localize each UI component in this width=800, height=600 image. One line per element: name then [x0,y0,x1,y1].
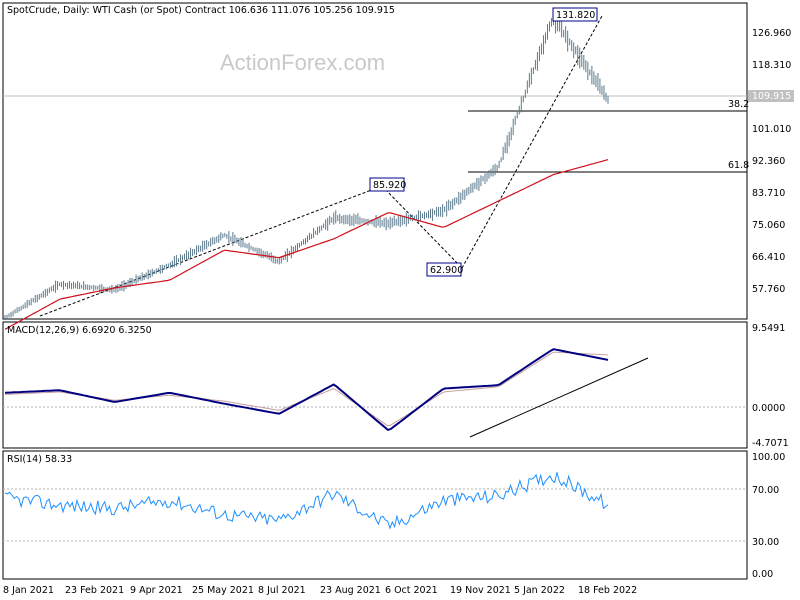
macd-tick: 9.5491 [752,323,785,334]
price-bars [4,7,609,321]
macd-tick: 0.0000 [752,403,785,414]
price-tick: 126.960 [752,28,791,39]
x-axis: 8 Jan 2021 23 Feb 2021 9 Apr 2021 25 May… [3,585,637,596]
price-tick: 57.760 [752,284,785,295]
annotation-box-high [552,7,598,22]
macd-panel-frame [2,321,748,449]
price-tick: 66.410 [752,252,785,263]
x-tick: 23 Feb 2021 [65,585,124,596]
rsi-tick: 70.00 [752,485,779,496]
annotation-swing-low: 62.900 [430,265,463,276]
price-y-axis: 126.960 118.310 101.010 92.360 83.710 75… [752,28,791,295]
watermark: ActionForex.com [220,50,385,75]
rsi-tick: 0.00 [752,569,773,580]
macd-header: MACD(12,26,9) 6.6920 6.3250 [7,325,152,336]
price-tick: 75.060 [752,220,785,231]
price-panel-frame [2,2,748,320]
macd-tick: -4.7071 [752,438,789,449]
x-tick: 5 Jan 2022 [514,585,565,596]
x-tick: 8 Jan 2021 [3,585,54,596]
macd-signal-line [4,351,609,427]
rsi-header: RSI(14) 58.33 [7,454,72,465]
price-tick: 101.010 [752,124,791,135]
price-header: SpotCrude, Daily: WTI Cash (or Spot) Con… [7,5,395,16]
rsi-tick: 100.00 [752,452,785,463]
rsi-y-axis: 100.00 70.00 30.00 0.00 [752,452,785,580]
annotation-box-swing-low [426,262,462,277]
x-tick: 18 Feb 2022 [578,585,637,596]
rsi-line [4,472,609,530]
price-tick: 83.710 [752,188,785,199]
annotation-box-swing-high [369,177,405,192]
fib-61-label: 61.8 [728,160,749,171]
x-tick: 25 May 2021 [192,585,254,596]
macd-trendline [469,357,649,438]
annotation-swing-high: 85.920 [373,180,406,191]
x-tick: 19 Nov 2021 [450,585,511,596]
current-price-tag [748,90,794,102]
annotation-high: 131.820 [556,10,595,21]
trend-dashed-3 [461,15,603,269]
trend-dashed-1 [39,185,383,317]
x-tick: 9 Apr 2021 [130,585,183,596]
price-tick: 118.310 [752,60,791,71]
rsi-panel-frame [2,450,748,580]
macd-y-axis: 9.5491 0.0000 -4.7071 [752,323,789,449]
current-price-label: 109.915 [752,91,791,102]
fib-38-label: 38.2 [728,99,749,110]
x-tick: 8 Jul 2021 [258,585,306,596]
moving-average-line [4,159,609,330]
x-tick: 23 Aug 2021 [320,585,381,596]
price-tick: 92.360 [752,156,785,167]
rsi-tick: 30.00 [752,537,779,548]
macd-line [4,348,609,432]
trend-dashed-2 [381,185,463,269]
x-tick: 6 Oct 2021 [385,585,438,596]
